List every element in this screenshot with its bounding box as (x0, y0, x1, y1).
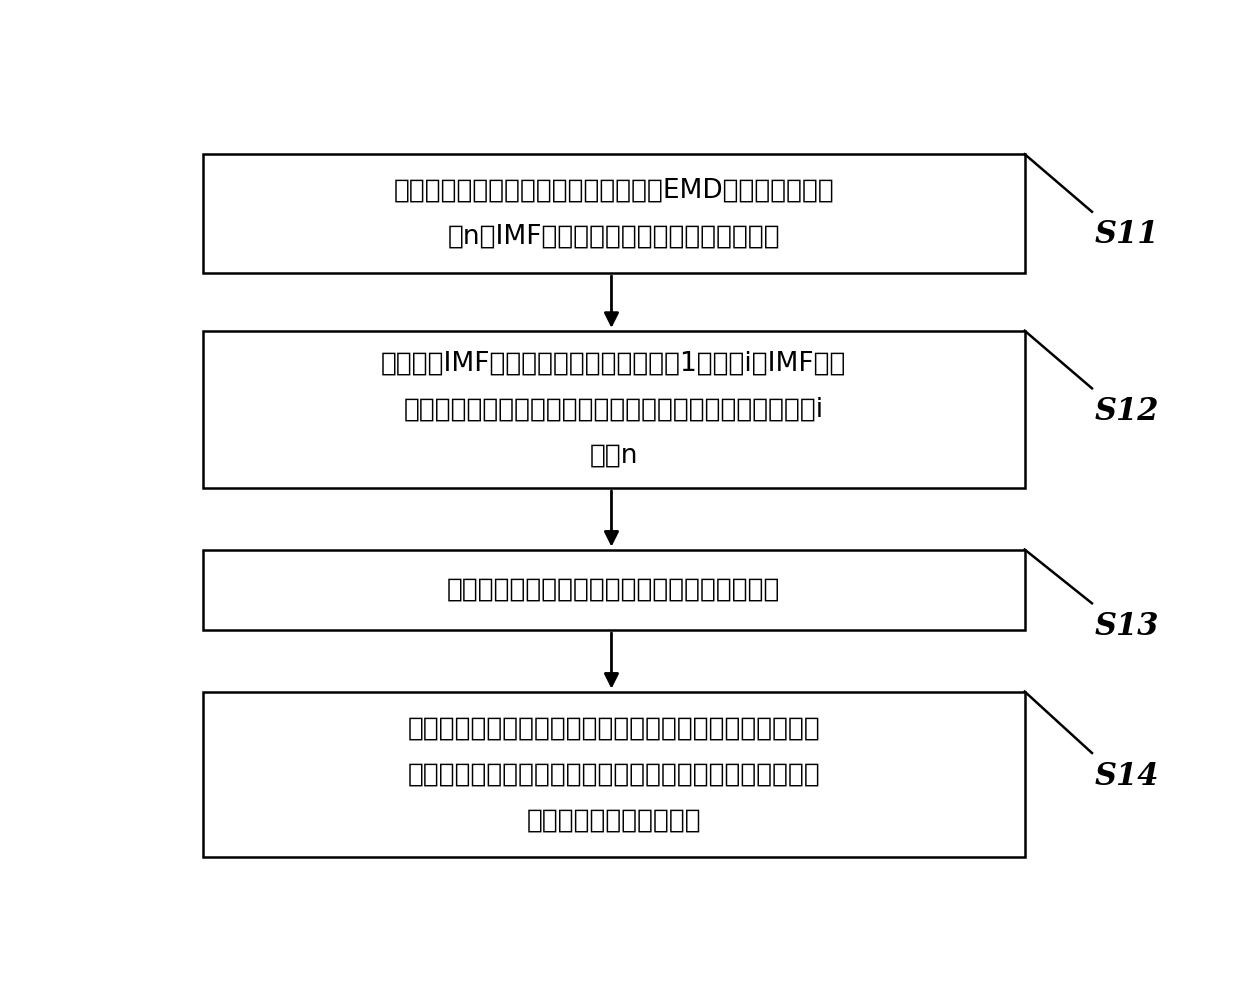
Text: S12: S12 (1095, 396, 1159, 427)
Text: S11: S11 (1095, 219, 1159, 250)
Bar (203, 155, 1024, 273)
Text: S13: S13 (1095, 611, 1159, 642)
Text: 获取待检测信号，并对待检测信号进行EMD分解，得到对应
的n个IMF分量，待检测信号为无线频谱信号: 获取待检测信号，并对待检测信号进行EMD分解，得到对应 的n个IMF分量，待检测… (393, 177, 835, 249)
Bar (203, 331, 1024, 489)
Text: S14: S14 (1095, 761, 1159, 792)
Text: 求出每个IMF分量的希尔伯特谱，并将第1个至第i个IMF分量
分别对应的希尔伯特谱进行叠加，得到总希尔伯特谱，其中i
小于n: 求出每个IMF分量的希尔伯特谱，并将第1个至第i个IMF分量 分别对应的希尔伯特… (381, 350, 847, 469)
Text: 判断边际谱是否大于或者等于预设判决门限值，如果是，则
确定待检测信号中存在主用户信号，如果否，则确定待检测
信号中不存在主用户信号: 判断边际谱是否大于或者等于预设判决门限值，如果是，则 确定待检测信号中存在主用户… (408, 715, 820, 833)
Bar (203, 692, 1024, 856)
Text: 对总希尔伯特谱进行时间上的累加，得到边际谱: 对总希尔伯特谱进行时间上的累加，得到边际谱 (448, 577, 780, 603)
Bar (203, 549, 1024, 630)
